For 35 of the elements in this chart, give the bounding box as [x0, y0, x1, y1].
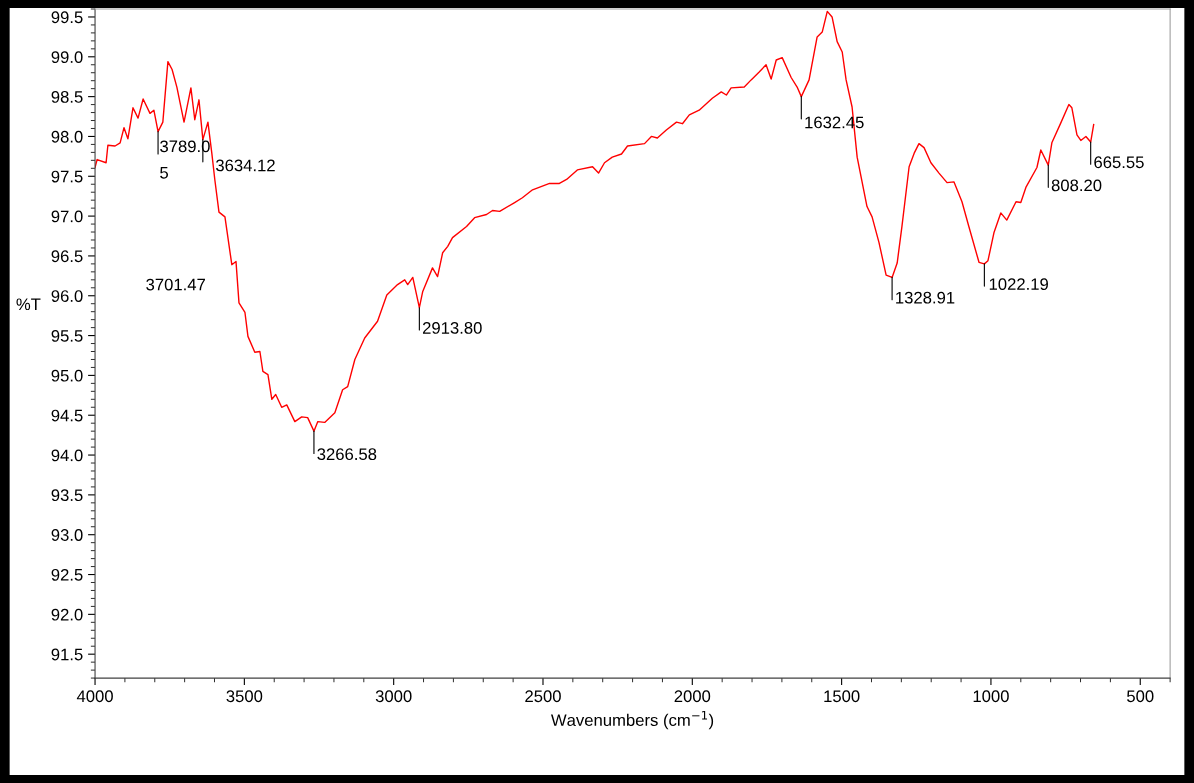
x-tick-label: 2000 — [674, 690, 711, 703]
x-tick-label: 2500 — [525, 690, 561, 703]
y-tick-label: 95.0 — [51, 369, 83, 382]
annotation: 3701.47 — [146, 278, 205, 291]
y-tick-label: 96.0 — [51, 290, 83, 302]
y-tick-label: 91.5 — [51, 648, 83, 661]
x-tick-label: 3000 — [375, 690, 412, 703]
annotation: 665.55 — [1094, 156, 1144, 169]
y-tick-label: 94.0 — [51, 449, 83, 462]
y-tick-label: 92.5 — [51, 568, 83, 581]
y-tick-label: 99.0 — [51, 51, 83, 63]
y-tick-label: 93.5 — [51, 489, 83, 502]
y-tick-label: 95.5 — [51, 329, 83, 342]
x-tick-label: 1500 — [824, 690, 860, 703]
y-tick-label: 96.5 — [51, 250, 83, 263]
y-tick-label: 99.5 — [51, 11, 83, 24]
y-axis-title: %T — [16, 298, 41, 311]
annotation: 3266.58 — [317, 448, 377, 461]
x-tick-label: 1000 — [973, 690, 1009, 703]
annotation: 3634.12 — [215, 159, 275, 172]
y-tick-label: 92.0 — [51, 608, 83, 621]
annotation: 1022.19 — [989, 278, 1048, 291]
annotation: 1328.91 — [896, 291, 955, 304]
y-tick-label: 93.0 — [51, 529, 83, 541]
x-axis-title: Wavenumbers (cm$^{−1}$) — [550, 710, 714, 730]
y-tick-label: 94.5 — [51, 409, 83, 422]
annotation: 2913.80 — [422, 322, 482, 334]
y-tick-label: 97.5 — [51, 170, 83, 183]
x-tick-label: 500 — [1127, 690, 1154, 703]
x-tick-label: 4000 — [76, 690, 113, 703]
y-tick-label: 98.0 — [51, 130, 83, 143]
annotation: 808.20 — [1051, 179, 1102, 192]
y-tick-label: 98.5 — [51, 91, 83, 103]
x-tick-label: 3500 — [226, 690, 263, 703]
y-tick-label: 97.0 — [51, 210, 83, 223]
